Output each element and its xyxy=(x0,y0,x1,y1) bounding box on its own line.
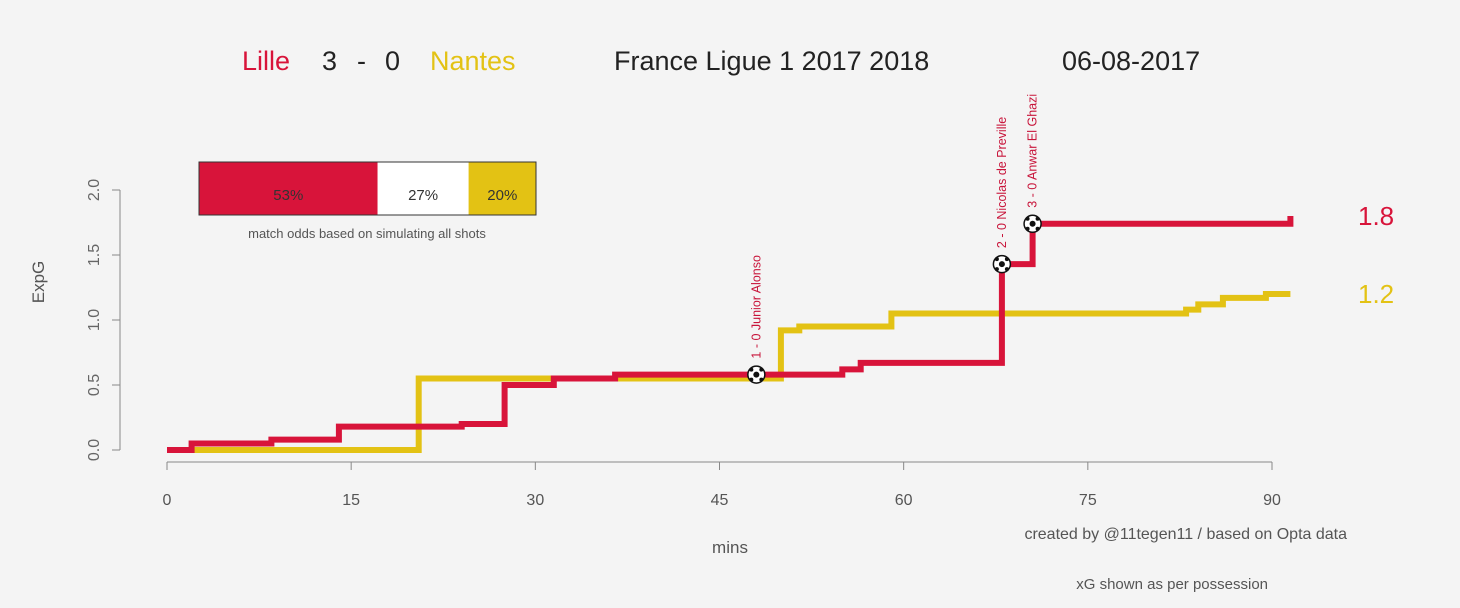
series-layer xyxy=(167,216,1294,453)
match-date: 06-08-2017 xyxy=(1062,46,1200,76)
ball-icon-center xyxy=(1029,220,1036,227)
final-value-lille: 1.8 xyxy=(1358,201,1394,231)
series-line-nantes xyxy=(167,291,1291,453)
x-tick-label: 0 xyxy=(163,492,172,509)
y-tick-label: 1.0 xyxy=(86,309,103,331)
odds-home-segment xyxy=(199,162,378,215)
goal-label: 1 - 0 Junior Alonso xyxy=(749,255,763,359)
competition-title: France Ligue 1 2017 2018 xyxy=(614,46,929,76)
odds-draw-segment xyxy=(377,162,469,215)
odds-draw-label: 27% xyxy=(408,187,438,204)
goal-label: 2 - 0 Nicolas de Preville xyxy=(995,117,1009,248)
y-axis-title: ExpG xyxy=(29,261,48,304)
x-tick-label: 75 xyxy=(1079,492,1097,509)
ball-icon-patch xyxy=(994,257,999,262)
ball-icon-patch xyxy=(749,367,754,372)
ball-icon-center xyxy=(998,261,1005,268)
y-tick-label: 1.5 xyxy=(86,244,103,266)
goal-marker: 3 - 0 Anwar El Ghazi xyxy=(1023,94,1042,234)
odds-home-label: 53% xyxy=(273,187,303,204)
ball-icon-patch xyxy=(749,377,754,382)
away-team-name: Nantes xyxy=(430,46,516,76)
final-value-labels: 1.8 1.2 xyxy=(1358,201,1394,309)
ball-icon-patch xyxy=(759,377,764,382)
odds-box: 53% 27% 20% match odds based on simulati… xyxy=(198,161,537,241)
odds-away-segment xyxy=(468,162,536,215)
odds-caption: match odds based on simulating all shots xyxy=(248,226,486,241)
x-tick-label: 60 xyxy=(895,492,913,509)
goal-annotations: 1 - 0 Junior Alonso 2 - 0 Nicolas de Prev… xyxy=(747,94,1042,384)
odds-box-border xyxy=(198,161,537,216)
home-team-name: Lille xyxy=(242,46,290,76)
ball-icon-patch xyxy=(1025,216,1030,221)
y-tick-label: 2.0 xyxy=(86,179,103,201)
odds-away-label: 20% xyxy=(487,187,517,204)
y-tick-label: 0.5 xyxy=(86,374,103,396)
away-score: 0 xyxy=(385,46,400,76)
ball-icon-patch xyxy=(1004,267,1009,272)
home-score: 3 xyxy=(322,46,337,76)
ball-icon-patch xyxy=(1025,226,1030,231)
x-axis-ticks: 0 15 30 45 60 75 90 xyxy=(163,462,1281,509)
ball-icon-patch xyxy=(759,367,764,372)
final-value-nantes: 1.2 xyxy=(1358,279,1394,309)
ball-icon-patch xyxy=(1035,226,1040,231)
score-separator: - xyxy=(357,46,366,76)
goal-label: 3 - 0 Anwar El Ghazi xyxy=(1026,94,1040,208)
y-tick-label: 0.0 xyxy=(86,439,103,461)
ball-icon-patch xyxy=(1035,216,1040,221)
ball-icon-center xyxy=(753,371,760,378)
x-tick-label: 45 xyxy=(711,492,729,509)
goal-marker: 2 - 0 Nicolas de Preville xyxy=(992,117,1012,274)
goal-marker: 1 - 0 Junior Alonso xyxy=(747,255,766,384)
x-axis-title: mins xyxy=(712,538,748,557)
x-tick-label: 90 xyxy=(1263,492,1281,509)
series-line-lille xyxy=(167,216,1294,453)
ball-icon-patch xyxy=(994,267,999,272)
ball-icon-patch xyxy=(1004,257,1009,262)
credits-text: created by @11tegen11 / based on Opta da… xyxy=(1024,526,1347,543)
y-axis-ticks: 0.0 0.5 1.0 1.5 2.0 xyxy=(86,179,120,461)
x-tick-label: 15 xyxy=(342,492,360,509)
possession-note: xG shown as per possession xyxy=(1076,576,1268,593)
x-tick-label: 30 xyxy=(526,492,544,509)
